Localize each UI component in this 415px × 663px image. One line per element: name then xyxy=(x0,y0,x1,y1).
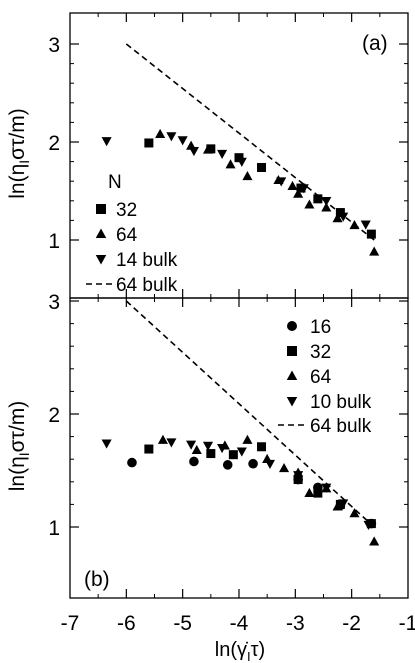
legend-label: 14 bulk xyxy=(116,250,178,271)
point-square xyxy=(335,499,345,509)
point-square xyxy=(313,488,323,498)
data-marks xyxy=(101,43,380,256)
point-circle xyxy=(189,456,199,467)
point-triangle-down xyxy=(166,438,177,448)
point-triangle-up xyxy=(242,434,253,444)
y-axis-label: ln(ηIστ/m) xyxy=(6,401,32,492)
x-tick-label: -6 xyxy=(117,612,136,635)
point-triangle-down xyxy=(177,136,188,146)
point-square xyxy=(144,138,154,148)
legend-marker xyxy=(95,255,107,265)
point-triangle-up xyxy=(349,508,360,518)
point-triangle-down xyxy=(293,471,304,481)
point-triangle-down xyxy=(188,146,199,157)
legend-marker xyxy=(287,346,297,356)
point-square xyxy=(257,442,267,452)
point-triangle-up xyxy=(287,180,298,190)
legend-marker xyxy=(286,397,298,407)
point-triangle-down xyxy=(236,447,247,457)
point-triangle-up xyxy=(332,213,343,223)
panel-a: 1 2 3 ln(ηIστ/m) (a) N 32 64 14 bulk 64 bulk xyxy=(6,12,409,299)
point-triangle-down xyxy=(101,439,112,449)
legend-marker xyxy=(287,321,297,331)
point-triangle-down xyxy=(338,212,349,222)
point-circle xyxy=(248,458,258,469)
point-triangle-down xyxy=(338,499,349,509)
y-axis-label: ln(ηIστ/m) xyxy=(6,108,32,199)
x-tick-label: -3 xyxy=(286,612,305,635)
point-triangle-down xyxy=(202,441,214,451)
point-triangle-down xyxy=(166,132,177,142)
y-tick-label: 2 xyxy=(48,132,60,155)
data-marks xyxy=(101,300,380,546)
legend-marker xyxy=(95,228,107,238)
point-square xyxy=(313,194,323,204)
point-triangle-down xyxy=(276,177,287,187)
y-tick-label: 2 xyxy=(48,404,60,427)
panel-label: (b) xyxy=(84,568,110,591)
point-square xyxy=(366,229,376,239)
point-square xyxy=(206,144,216,154)
point-triangle-down xyxy=(298,184,309,194)
point-square xyxy=(228,450,238,460)
point-triangle-up xyxy=(304,199,315,209)
x-tick-label: -4 xyxy=(230,612,249,635)
x-tick-label: -5 xyxy=(173,612,192,635)
point-triangle-down xyxy=(101,137,112,147)
point-circle xyxy=(127,457,137,468)
legend-label: 32 xyxy=(116,200,137,221)
x-tick-label: -2 xyxy=(342,612,361,635)
y-tick-label: 3 xyxy=(48,291,60,314)
x-tick-label: -1 xyxy=(399,612,415,635)
point-triangle-down xyxy=(217,149,228,160)
point-triangle-up xyxy=(191,444,202,454)
legend-label: 16 xyxy=(310,317,331,338)
y-tick-label: 1 xyxy=(48,517,60,540)
point-triangle-up xyxy=(332,501,343,511)
legend-label: 64 xyxy=(310,367,332,388)
point-triangle-up xyxy=(157,434,168,444)
point-triangle-up xyxy=(202,144,214,154)
legend-label: 10 bulk xyxy=(310,392,372,413)
point-circle xyxy=(222,460,233,470)
point-triangle-up xyxy=(293,188,304,198)
y-tick-label: 1 xyxy=(48,230,60,253)
point-triangle-up xyxy=(242,171,253,181)
panel-b: 1 2 3 -7 -6 -5 -4 -3 -2 -1 ln(ηIστ/m) (b) 16 32 64 10 b… xyxy=(6,291,415,663)
point-triangle-up xyxy=(225,159,236,169)
legend-marker xyxy=(286,370,298,380)
point-square xyxy=(144,444,154,454)
point-square xyxy=(234,153,244,163)
legend-label: 32 xyxy=(310,342,331,363)
y-tick-label: 3 xyxy=(48,34,60,57)
legend-marker xyxy=(96,204,106,214)
point-triangle-down xyxy=(217,444,228,454)
panel-label: (a) xyxy=(362,32,388,55)
legend-label: 64 bulk xyxy=(310,416,372,437)
point-triangle-up xyxy=(155,128,166,138)
dashed-line-64-bulk xyxy=(125,300,375,528)
dashed-line-64-bulk xyxy=(125,43,375,241)
legend-title: N xyxy=(108,172,122,193)
x-tick-label: -7 xyxy=(61,612,80,635)
point-triangle-up xyxy=(369,246,380,256)
point-triangle-down xyxy=(236,157,247,167)
point-triangle-up xyxy=(279,462,290,473)
point-triangle-up xyxy=(304,487,315,497)
point-triangle-up xyxy=(321,202,332,212)
point-triangle-up xyxy=(369,536,380,546)
point-triangle-down xyxy=(360,220,371,230)
point-square xyxy=(257,162,267,172)
x-axis-label: ln(γ̇Iτ) xyxy=(215,639,265,663)
point-square xyxy=(206,449,216,459)
legend-label: 64 bulk xyxy=(116,275,178,296)
point-triangle-down xyxy=(186,440,197,450)
point-triangle-down xyxy=(264,459,276,469)
legend-label: 64 xyxy=(116,225,138,246)
